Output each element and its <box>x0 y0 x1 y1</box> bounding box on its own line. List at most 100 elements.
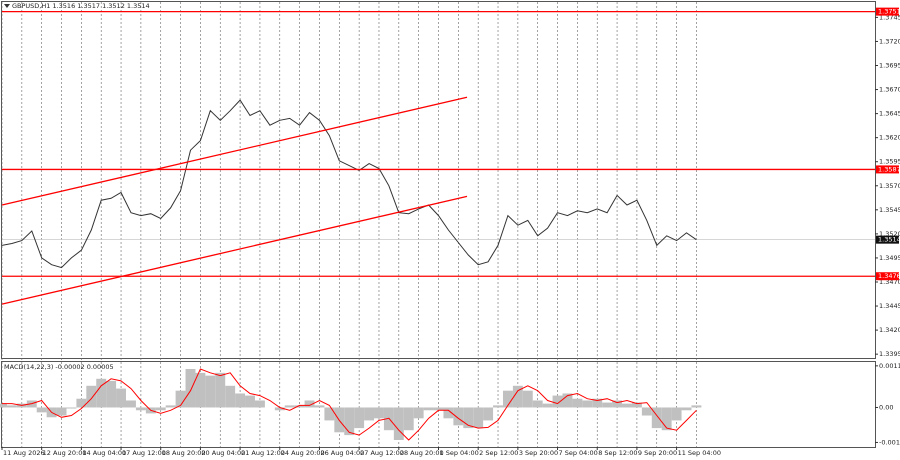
x-tick-label: 21 Aug 12:00 <box>241 449 285 457</box>
histogram-bar <box>562 393 573 408</box>
histogram-bar <box>314 405 325 408</box>
histogram-bar <box>205 375 216 408</box>
level-box <box>876 7 899 16</box>
histogram-bar <box>572 398 583 408</box>
histogram-bar <box>106 380 117 408</box>
histogram-bar <box>622 403 632 408</box>
current-price-label: 1.3514 <box>878 236 900 244</box>
histogram-bar <box>552 395 563 408</box>
histogram-bar <box>195 372 206 408</box>
trend-line <box>1 195 468 305</box>
histogram-bar <box>393 407 404 441</box>
histogram-bar <box>532 400 543 408</box>
histogram-bar <box>235 393 246 408</box>
histogram-bar <box>76 398 87 408</box>
histogram-bar <box>631 402 642 408</box>
histogram-bar <box>36 407 47 413</box>
histogram-bar <box>374 407 384 419</box>
histogram-bar <box>453 407 464 426</box>
histogram-bar <box>512 385 523 408</box>
histogram-bar <box>502 390 513 408</box>
histogram-bar <box>522 390 533 408</box>
x-tick-label: 11 Sep 04:00 <box>678 449 721 457</box>
histogram-bar <box>681 407 692 411</box>
histogram-bar <box>304 400 315 408</box>
histogram-bar <box>641 407 652 416</box>
histogram-bar <box>364 407 375 421</box>
histogram-bar <box>324 407 335 421</box>
histogram-bar <box>463 407 474 429</box>
histogram-bar <box>344 407 355 436</box>
x-tick-label: 12 Aug 20:00 <box>43 449 87 457</box>
x-tick-label: 18 Aug 20:00 <box>162 449 206 457</box>
trend-line <box>1 96 468 206</box>
histogram-bar <box>225 385 236 408</box>
histogram-bar <box>403 407 414 431</box>
histogram-bar <box>56 407 67 416</box>
histogram-bar <box>294 405 305 408</box>
histogram-bar <box>413 407 424 419</box>
y-tick-label: 1.3745 <box>879 13 900 21</box>
histogram-bar <box>443 407 454 419</box>
histogram-bar <box>155 407 166 411</box>
x-tick-label: 24 Aug 20:00 <box>281 449 325 457</box>
x-tick-label: 26 Aug 04:00 <box>320 449 364 457</box>
x-tick-label: 28 Aug 20:00 <box>400 449 444 457</box>
level-label: 1.3587 <box>878 165 900 173</box>
histogram-bar <box>245 395 255 408</box>
histogram-bar <box>0 403 7 408</box>
y-tick-label: 1.3570 <box>879 182 900 190</box>
y-tick-label: 1.3595 <box>879 158 900 166</box>
histogram-bar <box>354 407 365 429</box>
level-box <box>876 165 899 174</box>
y-tick-label: 1.3445 <box>879 302 900 310</box>
histogram-bar <box>86 385 97 408</box>
level-label: 1.3751 <box>878 8 900 16</box>
histogram-bar <box>592 398 603 408</box>
histogram-bar <box>274 407 285 411</box>
x-tick-label: 8 Sep 12:00 <box>598 449 637 457</box>
histogram-bar <box>433 407 444 411</box>
y-tick-label: 1.3695 <box>879 62 900 70</box>
y-tick-label: 0.00 <box>879 403 893 411</box>
y-tick-label: 1.3670 <box>879 86 900 94</box>
histogram-bar <box>215 372 226 408</box>
x-tick-label: 3 Sep 20:00 <box>519 449 558 457</box>
histogram-bar <box>135 407 146 411</box>
histogram-bar <box>116 388 127 408</box>
level-label: 1.3476 <box>878 272 900 280</box>
histogram-bar <box>671 407 682 421</box>
y-tick-label: 1.3645 <box>879 110 900 118</box>
histogram-bar <box>423 407 434 411</box>
histogram-bar <box>473 407 484 428</box>
histogram-bar <box>96 378 107 408</box>
y-tick-label: 1.3395 <box>879 350 900 358</box>
histogram-bar <box>66 407 77 409</box>
histogram-bar <box>175 390 186 408</box>
current-price-box <box>876 235 899 244</box>
y-tick-label: 1.3620 <box>879 134 900 142</box>
histogram-bar <box>165 405 176 408</box>
y-tick-label: 1.3470 <box>879 278 900 286</box>
signal-line <box>2 368 697 441</box>
y-tick-label: 1.3545 <box>879 206 900 214</box>
histogram-bar <box>582 400 593 408</box>
x-tick-label: 17 Aug 12:00 <box>122 449 166 457</box>
histogram-bar <box>661 407 672 431</box>
y-tick-label: 0.00119 <box>879 362 900 370</box>
x-tick-label: 27 Aug 12:00 <box>360 449 404 457</box>
histogram-bar <box>254 400 265 408</box>
x-tick-label: 1 Sep 04:00 <box>440 449 479 457</box>
x-tick-label: 20 Aug 04:00 <box>201 449 245 457</box>
chart-title: GBPUSD,H1 1.3516 1.3517 1.3512 1.3514 <box>12 2 150 10</box>
x-tick-label: 11 Aug 2026 <box>3 449 45 457</box>
histogram-bar <box>483 407 494 421</box>
y-tick-label: 1.3420 <box>879 326 900 334</box>
histogram-bar <box>542 403 553 408</box>
macd-title: MACD(14,22,3) -0.00002 0.00005 <box>4 363 114 371</box>
histogram-bar <box>493 405 503 408</box>
y-tick-label: 1.3495 <box>879 254 900 262</box>
histogram-bar <box>651 407 662 429</box>
